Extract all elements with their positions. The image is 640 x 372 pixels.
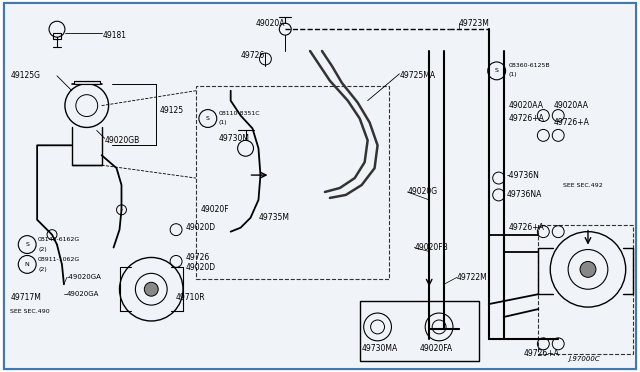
Text: 49020A: 49020A: [255, 19, 285, 28]
Bar: [538, 225, 633, 354]
Text: SEE SEC.490: SEE SEC.490: [10, 308, 50, 314]
Text: 08360-6125B: 08360-6125B: [509, 63, 550, 68]
Text: 49722M: 49722M: [457, 273, 488, 282]
Text: 49735M: 49735M: [259, 213, 289, 222]
Text: SEE SEC.492: SEE SEC.492: [563, 183, 603, 187]
Text: 08146-6162G: 08146-6162G: [38, 237, 81, 242]
Circle shape: [145, 282, 158, 296]
Bar: [74, 81, 100, 84]
Text: 49726: 49726: [186, 253, 211, 262]
Text: 49020AA: 49020AA: [553, 101, 588, 110]
Text: N: N: [25, 262, 29, 267]
Text: 49726+A: 49726+A: [524, 349, 559, 358]
Text: 49717M: 49717M: [10, 293, 41, 302]
Text: (2): (2): [38, 267, 47, 272]
Circle shape: [580, 262, 596, 277]
Text: S: S: [206, 116, 210, 121]
Text: 08110-8351C: 08110-8351C: [219, 111, 260, 116]
Text: 49730M: 49730M: [219, 134, 250, 143]
Text: S: S: [25, 242, 29, 247]
Text: 49020AA: 49020AA: [509, 101, 543, 110]
Text: 49125G: 49125G: [10, 71, 40, 80]
Bar: [196, 86, 390, 279]
Bar: [360, 301, 479, 361]
Text: S: S: [495, 68, 499, 73]
Text: 49020D: 49020D: [186, 223, 216, 232]
Text: 08911-1062G: 08911-1062G: [38, 257, 81, 262]
Text: 49726: 49726: [241, 51, 265, 61]
Text: 49736NA: 49736NA: [507, 190, 542, 199]
Text: (2): (2): [38, 247, 47, 252]
Text: 49020D: 49020D: [186, 263, 216, 272]
Text: 49710R: 49710R: [176, 293, 205, 302]
Text: 49125: 49125: [159, 106, 183, 115]
Text: 49725MA: 49725MA: [399, 71, 436, 80]
Text: 49020GA: 49020GA: [67, 291, 99, 297]
Text: J.97000C: J.97000C: [568, 356, 600, 362]
Text: 49726+A: 49726+A: [553, 118, 589, 127]
Bar: [53, 33, 61, 39]
Text: 49020G: 49020G: [407, 187, 438, 196]
Text: 49020F: 49020F: [201, 205, 230, 214]
Text: (1): (1): [509, 72, 517, 77]
Text: (1): (1): [219, 120, 227, 125]
Text: 49726+A: 49726+A: [509, 223, 545, 232]
Text: -49736N: -49736N: [507, 171, 540, 180]
Text: 49020FA: 49020FA: [419, 344, 452, 353]
Text: 49020FB: 49020FB: [414, 243, 448, 252]
Text: 49181: 49181: [102, 31, 127, 40]
Text: 49723M: 49723M: [459, 19, 490, 28]
Text: 49730MA: 49730MA: [362, 344, 398, 353]
Text: -49020GA: -49020GA: [67, 274, 102, 280]
Text: 49726+A: 49726+A: [509, 114, 545, 123]
Text: 49020GB: 49020GB: [104, 136, 140, 145]
